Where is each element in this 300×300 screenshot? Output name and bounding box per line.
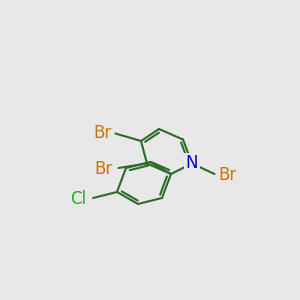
- Text: Br: Br: [93, 124, 111, 142]
- Text: Cl: Cl: [70, 190, 86, 208]
- Text: Br: Br: [94, 160, 112, 178]
- Text: Br: Br: [219, 166, 237, 184]
- Text: N: N: [186, 154, 198, 172]
